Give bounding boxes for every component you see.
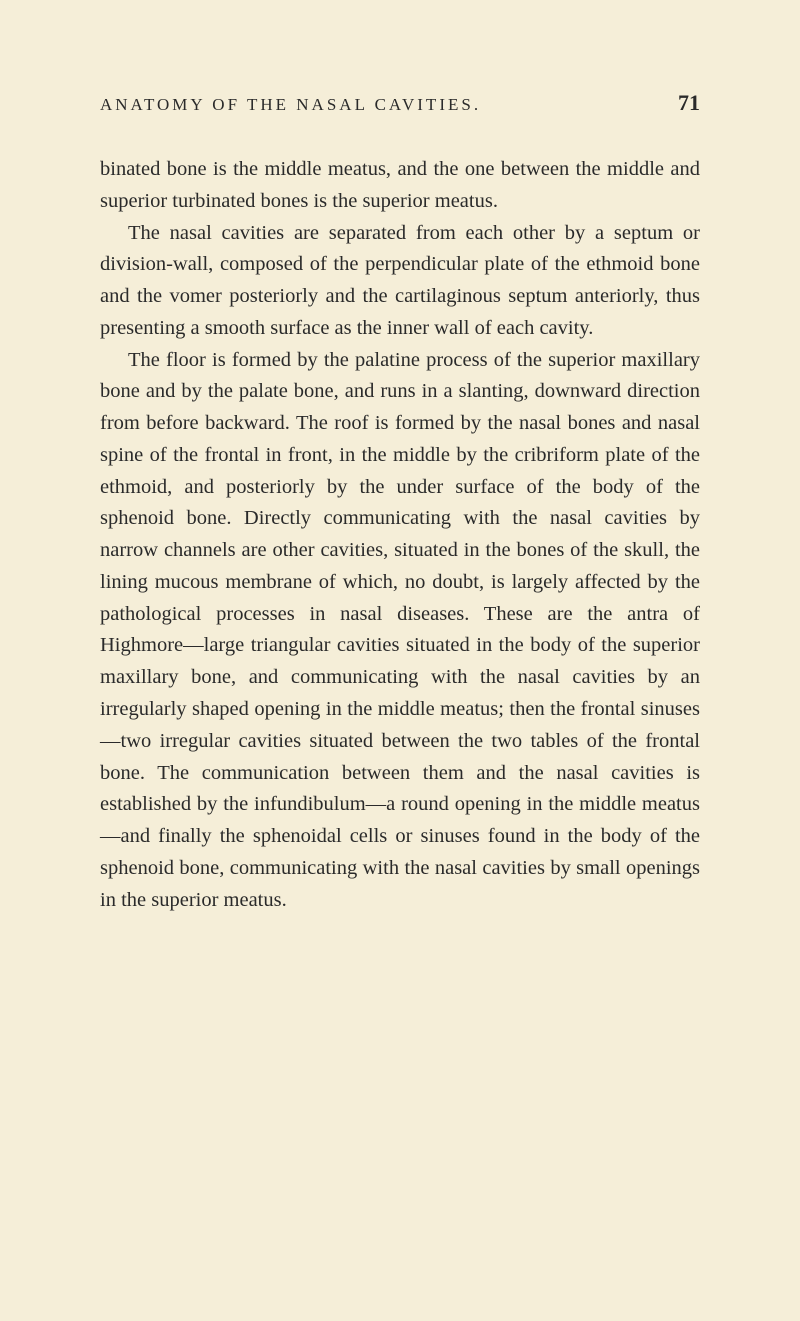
running-title: ANATOMY OF THE NASAL CAVITIES. — [100, 95, 481, 115]
page-header: ANATOMY OF THE NASAL CAVITIES. 71 — [100, 90, 700, 116]
paragraph-2: The nasal cavities are separated from ea… — [100, 218, 700, 345]
paragraph-1-text: binated bone is the middle meatus, and t… — [100, 158, 700, 212]
page-content: binated bone is the middle meatus, and t… — [100, 154, 700, 916]
page-number: 71 — [678, 90, 700, 116]
paragraph-3: The floor is formed by the palatine proc… — [100, 345, 700, 917]
paragraph-2-text: The nasal cavities are separated from ea… — [100, 222, 700, 339]
paragraph-3-text: The floor is formed by the palatine proc… — [100, 349, 700, 911]
paragraph-1: binated bone is the middle meatus, and t… — [100, 154, 700, 218]
